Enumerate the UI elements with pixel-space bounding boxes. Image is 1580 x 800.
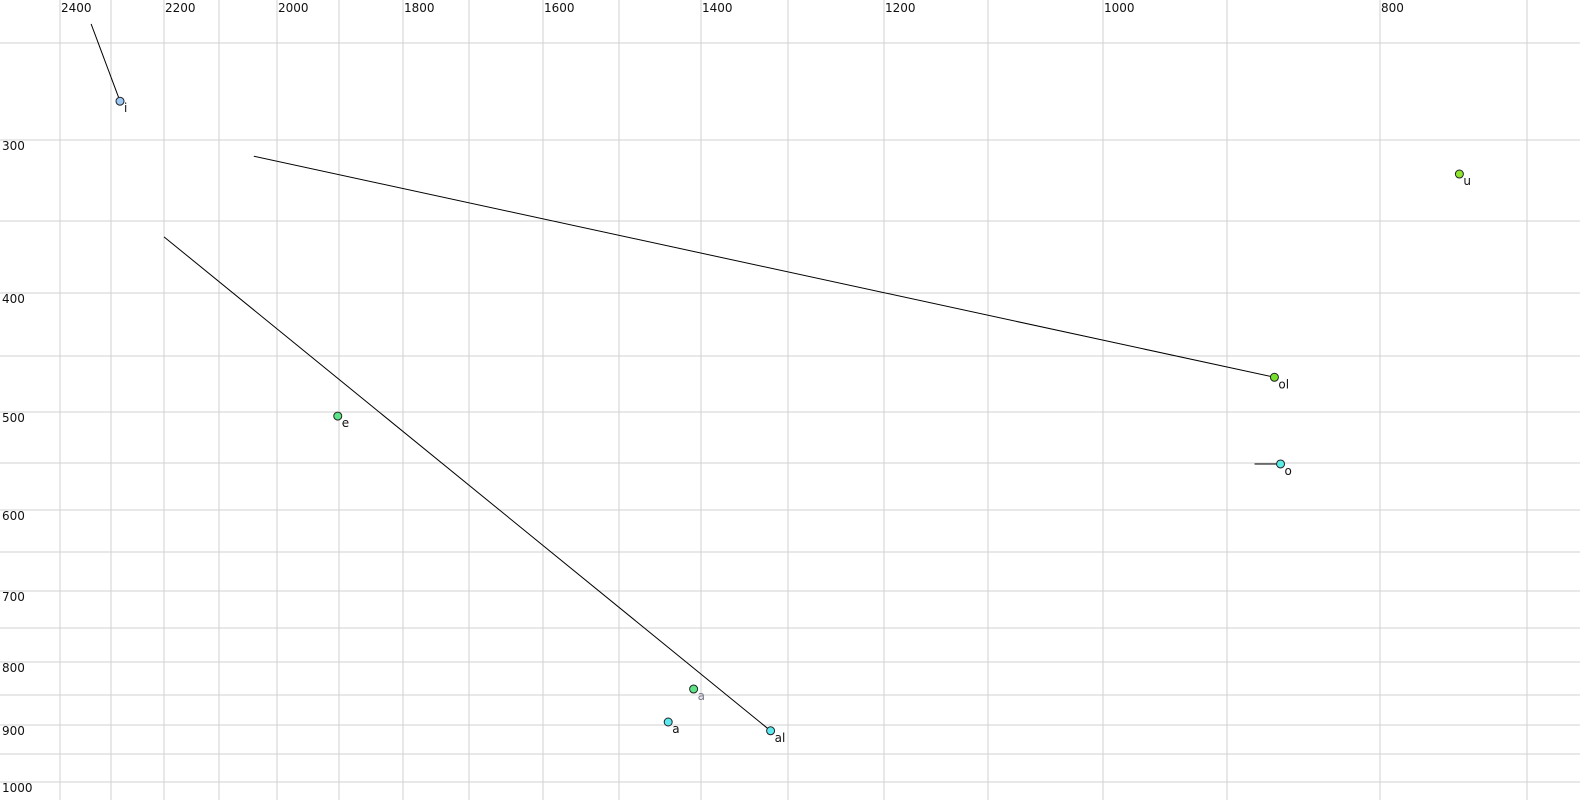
point-label: i xyxy=(124,101,127,115)
x-tick-label: 2400 xyxy=(61,1,92,15)
point-label: e xyxy=(342,416,349,430)
x-tick-label: 2200 xyxy=(165,1,196,15)
x-tick-label: 1600 xyxy=(544,1,575,15)
point-label: o xyxy=(1285,464,1292,478)
point-label: a xyxy=(698,689,705,703)
point-label: ol xyxy=(1278,377,1289,391)
y-tick-label: 700 xyxy=(2,590,25,604)
data-point xyxy=(689,684,699,694)
data-point xyxy=(766,726,776,736)
x-tick-label: 2000 xyxy=(278,1,309,15)
data-point xyxy=(1276,459,1286,469)
trajectory-line xyxy=(163,236,771,732)
point-label: al xyxy=(775,731,786,745)
y-tick-label: 800 xyxy=(2,661,25,675)
tick-labels: 2400 2200 2000 1800 1600 1400 1200 1000 800 300 40… xyxy=(2,1,1404,795)
y-tick-label: 300 xyxy=(2,139,25,153)
x-tick-label: 1000 xyxy=(1104,1,1135,15)
x-tick-label: 1400 xyxy=(702,1,733,15)
points: i u ol o e a a al xyxy=(115,96,1471,745)
data-point xyxy=(115,96,125,106)
x-tick-label: 1200 xyxy=(885,1,916,15)
y-tick-label: 900 xyxy=(2,724,25,738)
x-tick-label: 800 xyxy=(1381,1,1404,15)
data-point xyxy=(1454,169,1464,179)
trails xyxy=(90,23,1281,732)
y-tick-label: 600 xyxy=(2,509,25,523)
point-label: u xyxy=(1463,174,1471,188)
y-tick-label: 500 xyxy=(2,411,25,425)
trajectory-line xyxy=(253,155,1275,378)
point-label: a xyxy=(672,722,679,736)
x-tick-label: 1800 xyxy=(404,1,435,15)
y-tick-label: 400 xyxy=(2,292,25,306)
data-point xyxy=(333,411,343,421)
data-point xyxy=(1269,372,1279,382)
trajectory-line xyxy=(90,23,121,102)
data-point xyxy=(663,717,673,727)
y-tick-label: 1000 xyxy=(2,781,33,795)
